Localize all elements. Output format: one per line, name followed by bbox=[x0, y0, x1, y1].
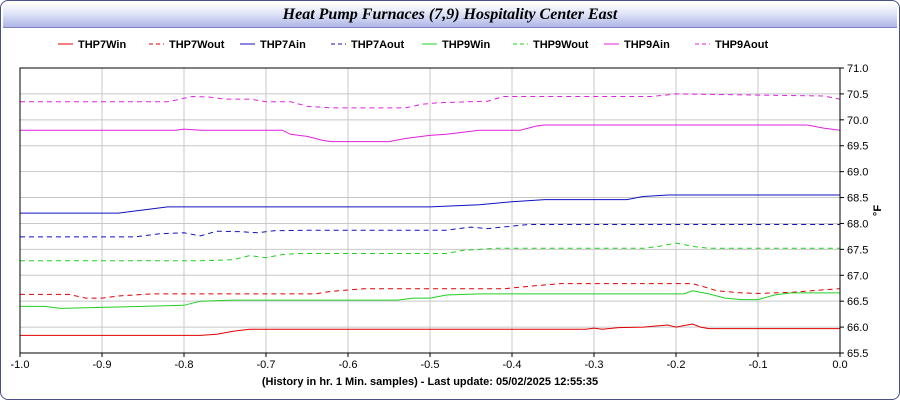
x-tick-label-8: -0.2 bbox=[667, 359, 686, 371]
y-tick-label-6: 68.5 bbox=[847, 193, 868, 205]
legend-label-THP9Win: THP9Win bbox=[442, 39, 490, 51]
title-bar: Heat Pump Furnaces (7,9) Hospitality Cen… bbox=[3, 3, 897, 28]
x-tick-label-6: -0.4 bbox=[503, 359, 522, 371]
x-tick-label-7: -0.3 bbox=[585, 359, 604, 371]
x-axis-ticks: -1.0 -0.9 -0.8 -0.7 -0.6 -0.5 -0.4 -0.3 -0.2 -0.1… bbox=[11, 353, 848, 371]
x-tick-label-2: -0.8 bbox=[175, 359, 194, 371]
x-tick-label-4: -0.6 bbox=[339, 359, 358, 371]
y-tick-label-5: 68.0 bbox=[847, 218, 868, 230]
x-tick-label-3: -0.7 bbox=[257, 359, 276, 371]
x-tick-label-10: 0.0 bbox=[832, 359, 847, 371]
y-tick-label-4: 67.5 bbox=[847, 244, 868, 256]
y-tick-label-8: 69.5 bbox=[847, 141, 868, 153]
series-line-THP7Win bbox=[20, 323, 840, 336]
chart-title: Heat Pump Furnaces (7,9) Hospitality Cen… bbox=[282, 6, 618, 23]
x-axis-label: (History in hr. 1 Min. samples) - Last u… bbox=[262, 376, 598, 388]
y-axis-label: °F bbox=[872, 205, 884, 216]
legend-label-THP9Wout: THP9Wout bbox=[533, 39, 589, 51]
y-tick-label-0: 65.5 bbox=[847, 348, 868, 360]
x-tick-label-1: -0.9 bbox=[93, 359, 112, 371]
y-axis-ticks: 65.5 66.0 66.5 67.0 67.5 68.0 68.5 69.0 69.5 70.0… bbox=[840, 63, 868, 360]
series-line-THP9Win bbox=[20, 290, 840, 309]
series-line-THP7Aout bbox=[20, 224, 840, 238]
x-tick-label-0: -1.0 bbox=[11, 359, 30, 371]
legend-label-THP7Win: THP7Win bbox=[78, 39, 126, 51]
legend-label-THP9Aout: THP9Aout bbox=[715, 39, 769, 51]
series-group bbox=[20, 93, 841, 336]
series-line-THP9Wout bbox=[20, 242, 840, 262]
y-tick-label-1: 66.0 bbox=[847, 322, 868, 334]
y-tick-label-3: 67.0 bbox=[847, 270, 868, 282]
series-line-THP9Ain bbox=[20, 124, 841, 143]
y-tick-label-11: 71.0 bbox=[847, 63, 868, 75]
legend: THP7Win THP7Wout THP7Ain THP7Aout THP9Win THP… bbox=[58, 39, 769, 51]
legend-label-THP7Wout: THP7Wout bbox=[169, 39, 225, 51]
y-tick-label-9: 70.0 bbox=[847, 115, 868, 127]
legend-label-THP7Aout: THP7Aout bbox=[351, 39, 405, 51]
y-tick-label-2: 66.5 bbox=[847, 296, 868, 308]
x-tick-label-9: -0.1 bbox=[749, 359, 768, 371]
legend-label-THP9Ain: THP9Ain bbox=[624, 39, 670, 51]
y-tick-label-10: 70.5 bbox=[847, 89, 868, 101]
legend-label-THP7Ain: THP7Ain bbox=[260, 39, 306, 51]
series-line-THP7Ain bbox=[20, 194, 840, 214]
x-tick-label-5: -0.5 bbox=[421, 359, 440, 371]
y-tick-label-7: 69.0 bbox=[847, 167, 868, 179]
